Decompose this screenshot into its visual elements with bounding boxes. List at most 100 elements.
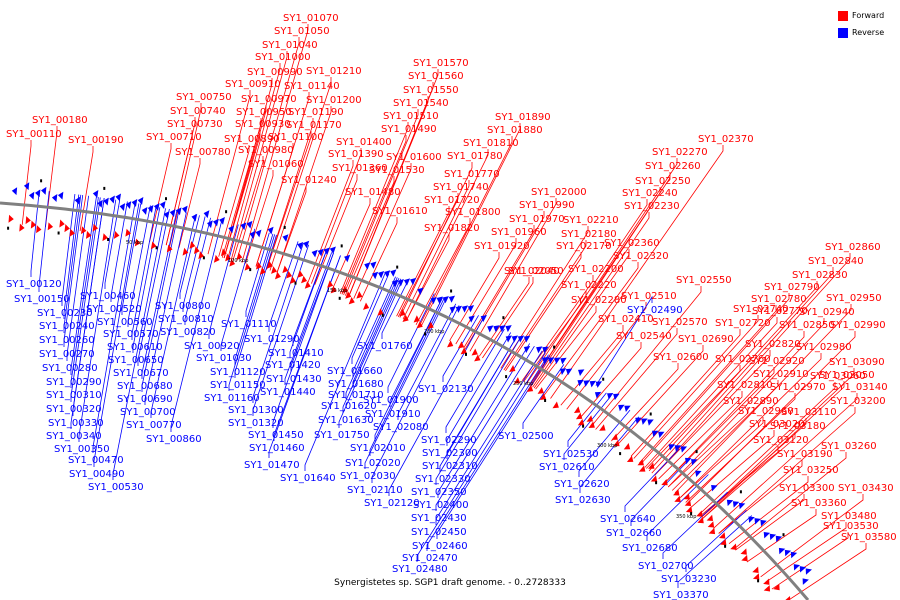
reverse-gene-glyph bbox=[378, 270, 385, 279]
forward-gene-label: SY1_02770 bbox=[752, 306, 808, 317]
reverse-connector bbox=[93, 203, 140, 467]
forward-gene-glyph bbox=[783, 595, 791, 600]
forward-gene-glyph bbox=[113, 230, 120, 239]
reverse-connector bbox=[70, 197, 105, 429]
forward-gene-label: SY1_01070 bbox=[283, 13, 339, 24]
reverse-gene-label: SY1_01620 bbox=[321, 401, 377, 412]
forward-connector bbox=[339, 122, 409, 294]
forward-connector bbox=[397, 193, 459, 318]
forward-connector bbox=[733, 452, 847, 550]
forward-gene-label: SY1_02690 bbox=[678, 334, 734, 345]
reverse-gene-glyph bbox=[763, 531, 771, 539]
reverse-gene-glyph bbox=[668, 444, 676, 451]
forward-gene-label: SY1_03190 bbox=[777, 449, 833, 460]
forward-gene-label: SY1_02320 bbox=[613, 251, 669, 262]
reverse-connector bbox=[563, 395, 612, 460]
forward-connector bbox=[348, 69, 439, 297]
reverse-connector bbox=[70, 197, 99, 388]
reverse-connector bbox=[220, 228, 256, 351]
reverse-gene-glyph bbox=[523, 335, 531, 343]
reverse-gene-glyph bbox=[594, 391, 602, 399]
forward-gene-label: SY1_01510 bbox=[383, 111, 439, 122]
forward-connector bbox=[255, 92, 310, 267]
forward-gene-label: SY1_01610 bbox=[372, 206, 428, 217]
marker-tick bbox=[340, 244, 343, 248]
marker-tick bbox=[155, 246, 158, 250]
forward-connector bbox=[79, 146, 94, 232]
forward-gene-label: SY1_02840 bbox=[808, 256, 864, 267]
forward-connector bbox=[402, 180, 470, 320]
forward-gene-label: SY1_01970 bbox=[509, 214, 565, 225]
reverse-gene-glyph bbox=[410, 277, 417, 286]
reverse-gene-glyph bbox=[323, 247, 330, 256]
reverse-gene-glyph bbox=[92, 190, 99, 198]
reverse-connector bbox=[364, 298, 447, 469]
reverse-connector bbox=[234, 234, 277, 378]
reverse-gene-glyph bbox=[213, 218, 219, 227]
forward-gene-label: SY1_01390 bbox=[328, 149, 384, 160]
reverse-gene-glyph bbox=[455, 305, 462, 313]
forward-gene-glyph bbox=[286, 270, 293, 279]
reverse-gene-glyph bbox=[74, 196, 81, 205]
forward-gene-glyph bbox=[402, 314, 409, 323]
forward-gene-label: SY1_01720 bbox=[424, 195, 480, 206]
forward-gene-label: SY1_01060 bbox=[248, 159, 304, 170]
reverse-connector bbox=[272, 252, 334, 428]
reverse-gene-label: SY1_01120 bbox=[210, 367, 266, 378]
forward-gene-glyph bbox=[706, 514, 714, 522]
reverse-connector bbox=[522, 364, 565, 429]
forward-connector bbox=[544, 262, 639, 395]
reverse-connector bbox=[245, 232, 270, 317]
reverse-gene-glyph bbox=[589, 380, 597, 388]
reverse-gene-glyph bbox=[384, 270, 391, 278]
forward-connector bbox=[680, 353, 822, 498]
forward-gene-glyph bbox=[752, 573, 760, 580]
chromosome-arc bbox=[0, 201, 810, 600]
reverse-connector bbox=[445, 328, 505, 433]
reverse-connector bbox=[104, 200, 121, 289]
reverse-gene-glyph bbox=[769, 533, 777, 541]
forward-gene-label: SY1_00740 bbox=[170, 106, 226, 117]
marker-tick bbox=[7, 226, 10, 230]
forward-gene-glyph bbox=[327, 280, 334, 288]
reverse-gene-label: SY1_00460 bbox=[80, 291, 136, 302]
reverse-gene-label: SY1_01290 bbox=[244, 334, 300, 345]
reverse-gene-glyph bbox=[511, 335, 519, 343]
forward-connector bbox=[311, 148, 362, 284]
forward-gene-label: SY1_01810 bbox=[463, 138, 519, 149]
forward-gene-glyph bbox=[460, 347, 467, 355]
forward-gene-glyph bbox=[673, 489, 680, 496]
forward-gene-glyph bbox=[474, 354, 481, 362]
reverse-gene-glyph bbox=[430, 296, 437, 305]
reverse-connector bbox=[289, 250, 327, 358]
reverse-connector bbox=[131, 206, 157, 340]
forward-gene-label: SY1_02240 bbox=[622, 188, 678, 199]
forward-gene-glyph bbox=[611, 433, 618, 440]
forward-gene-glyph bbox=[427, 321, 434, 330]
reverse-gene-label: SY1_02120 bbox=[364, 498, 420, 509]
forward-connector bbox=[149, 143, 172, 242]
forward-connector bbox=[343, 109, 419, 296]
forward-gene-label: SY1_02210 bbox=[563, 215, 619, 226]
forward-connector bbox=[455, 238, 517, 345]
forward-gene-label: SY1_00970 bbox=[241, 94, 297, 105]
reverse-gene-label: SY1_00350 bbox=[54, 444, 110, 455]
marker-tick bbox=[202, 256, 205, 260]
reverse-connector bbox=[228, 234, 276, 391]
reverse-gene-glyph bbox=[267, 226, 274, 235]
marker-tick bbox=[107, 238, 110, 241]
forward-connector bbox=[663, 331, 805, 484]
marker-tick bbox=[294, 281, 297, 285]
forward-connector bbox=[276, 106, 332, 273]
reverse-gene-glyph bbox=[344, 254, 351, 263]
reverse-gene-label: SY1_00520 bbox=[86, 304, 142, 315]
forward-connector bbox=[658, 391, 743, 480]
scale-label-50: 50 kbp bbox=[126, 240, 143, 246]
forward-connector bbox=[344, 176, 395, 296]
gene-tracks bbox=[7, 179, 813, 600]
forward-gene-label: SY1_02550 bbox=[676, 275, 732, 286]
reverse-gene-label: SY1_01150 bbox=[210, 380, 266, 391]
forward-gene-label: SY1_01600 bbox=[386, 152, 442, 163]
forward-gene-label: SY1_01560 bbox=[408, 71, 464, 82]
reverse-connector bbox=[624, 448, 680, 512]
